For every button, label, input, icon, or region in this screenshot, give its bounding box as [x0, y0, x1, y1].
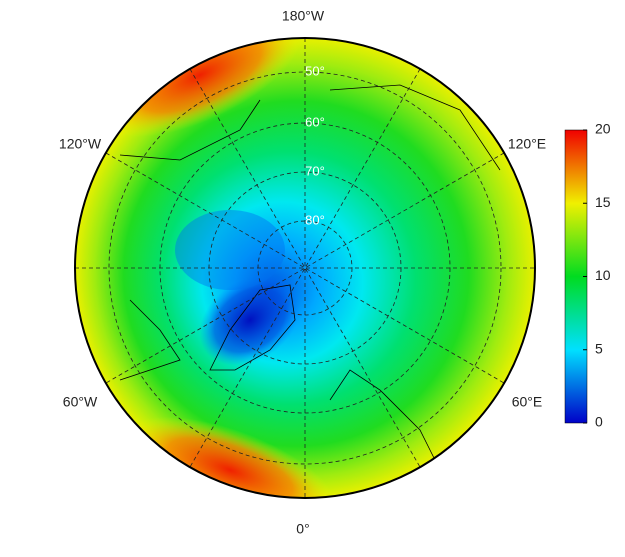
colorbar-tick-label: 15: [595, 194, 611, 210]
graticule: [75, 38, 535, 498]
colorbar-tick-label: 0: [595, 414, 603, 430]
lat-label: 50°: [305, 63, 325, 78]
lon-label: 60°W: [63, 394, 98, 410]
colorbar-tick-label: 10: [595, 267, 611, 283]
lon-label: 0°: [296, 521, 309, 537]
lon-label: 120°E: [508, 136, 546, 152]
map-border: [74, 37, 536, 499]
colorbar-tick-label: 20: [595, 121, 611, 137]
lon-label: 120°W: [59, 136, 102, 152]
lat-label: 70°: [305, 163, 325, 178]
colorbar-tick-label: 5: [595, 340, 603, 356]
lon-label: 180°W: [282, 8, 325, 24]
lat-label: 80°: [305, 212, 325, 227]
lon-label: 60°E: [512, 394, 543, 410]
lat-label: 60°: [305, 114, 325, 129]
